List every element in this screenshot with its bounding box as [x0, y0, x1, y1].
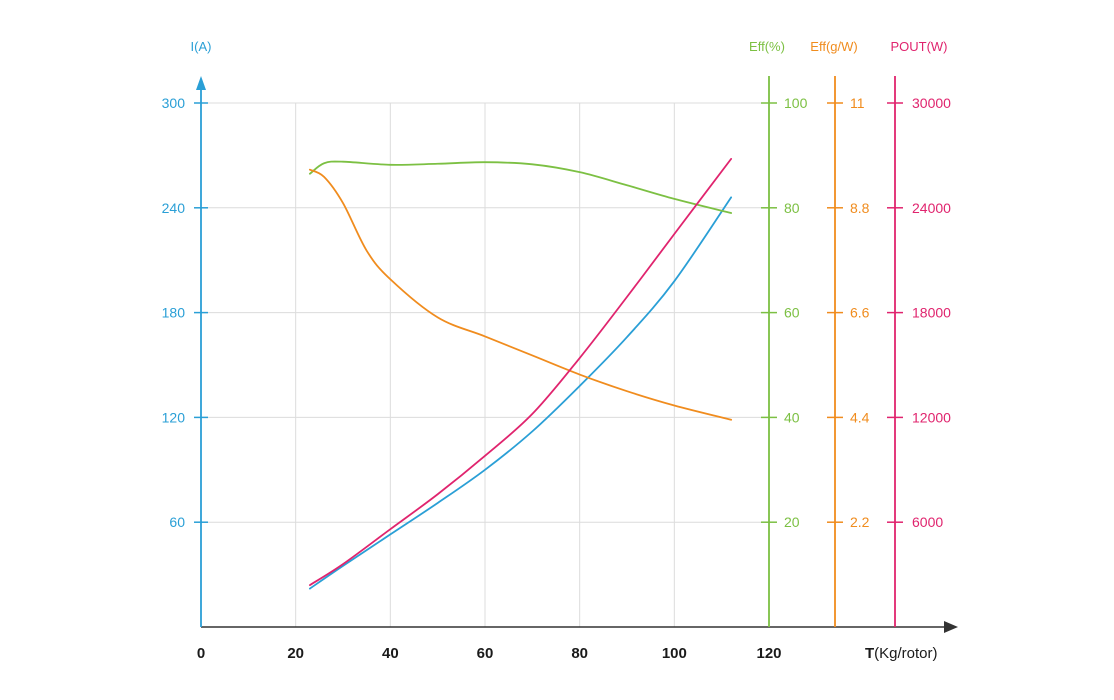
x-axis-title-symbol: T	[865, 645, 874, 662]
series-line-current	[308, 196, 733, 590]
y-axis-pout-title: POUT(W)	[890, 39, 947, 54]
series-group	[308, 157, 733, 590]
y-axis-current-title: I(A)	[191, 39, 212, 54]
x-tick-label-40: 40	[382, 645, 399, 662]
x-tick-label-80: 80	[571, 645, 588, 662]
y-tick-label-eff_gw-1: 4.4	[850, 409, 870, 425]
x-axis-arrow-icon	[944, 621, 958, 633]
y-tick-label-eff_pct-3: 80	[784, 200, 800, 216]
series-line-eff_gw	[308, 168, 733, 421]
series-line-eff_pct	[308, 160, 733, 214]
y-tick-label-current-300: 300	[162, 95, 186, 111]
y-tick-label-eff_gw-4: 11	[850, 95, 865, 111]
y-tick-label-eff_pct-4: 100	[784, 95, 808, 111]
y-tick-label-eff_pct-1: 40	[784, 409, 800, 425]
y-axis-eff_gw-title: Eff(g/W)	[810, 39, 857, 54]
y-tick-label-current-120: 120	[162, 409, 186, 425]
x-tick-label-100: 100	[662, 645, 687, 662]
y-tick-label-eff_pct-0: 20	[784, 514, 800, 530]
x-tick-label-120: 120	[756, 645, 781, 662]
x-tick-label-20: 20	[287, 645, 304, 662]
x-axis-title: T(Kg/rotor)	[865, 645, 938, 662]
y-tick-label-pout-0: 6000	[912, 514, 943, 530]
y-tick-label-pout-4: 30000	[912, 95, 951, 111]
y-tick-label-eff_gw-3: 8.8	[850, 200, 870, 216]
x-tick-label-0: 0	[197, 645, 205, 662]
y-tick-label-current-180: 180	[162, 305, 186, 321]
y-tick-label-pout-2: 18000	[912, 305, 951, 321]
x-tick-label-60: 60	[477, 645, 494, 662]
y-axis-eff_pct-title: Eff(%)	[749, 39, 785, 54]
y-tick-label-eff_pct-2: 60	[784, 305, 800, 321]
x-axis-title-unit: (Kg/rotor)	[874, 645, 937, 662]
y-tick-label-eff_gw-2: 6.6	[850, 305, 870, 321]
y-tick-label-current-60: 60	[169, 514, 185, 530]
y-axis-current-arrow-icon	[196, 76, 206, 90]
y-tick-label-pout-3: 24000	[912, 200, 951, 216]
y-tick-label-current-240: 240	[162, 200, 186, 216]
series-line-pout	[308, 157, 733, 586]
y-tick-label-eff_gw-0: 2.2	[850, 514, 870, 530]
axes-group: 0 20 40 60 80 100 120 T(Kg/rotor) I(A) 60 120 180 24…	[162, 39, 958, 662]
y-tick-label-pout-1: 12000	[912, 409, 951, 425]
grid	[201, 102, 770, 627]
